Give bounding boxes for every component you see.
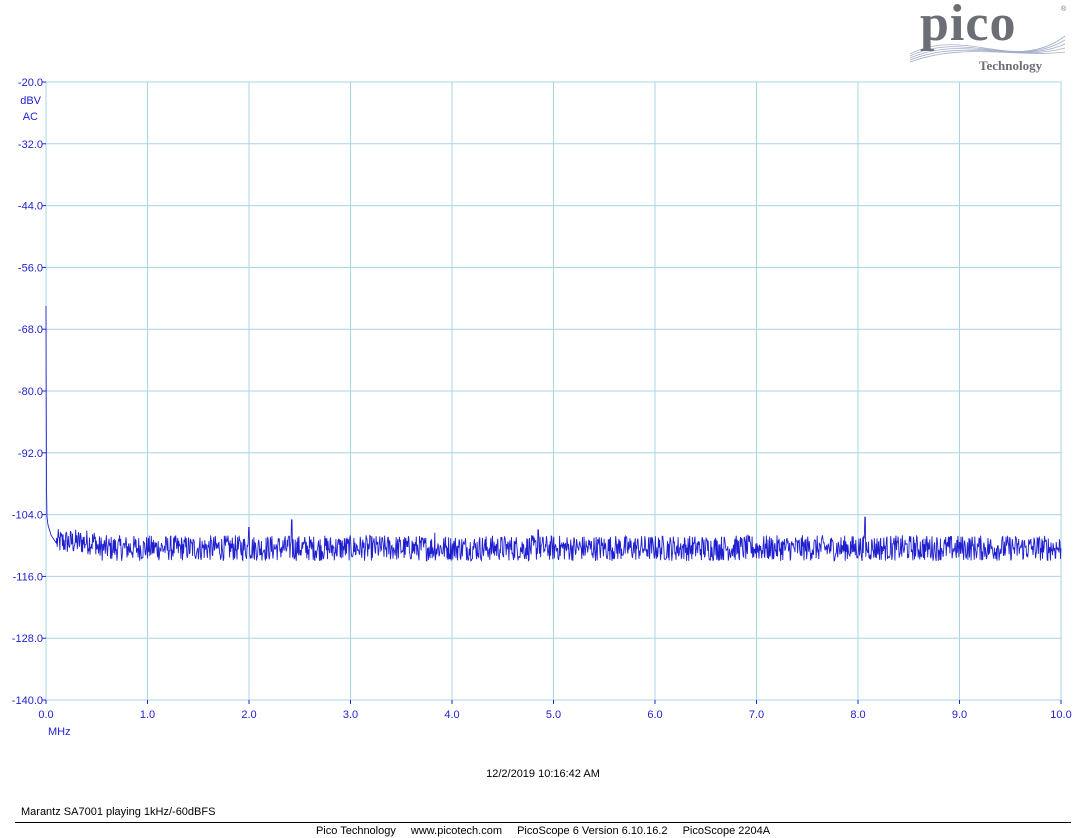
y-tick-label: -116.0 [13,571,43,583]
spectrum-plot: -20.0 -32.0 -44.0 -56.0 -68.0 -80.0 -92.0 -104.… [12,77,1072,738]
y-tick-label: -128.0 [12,633,43,645]
x-axis-label: MHz [48,726,71,738]
y-tick-label: -56.0 [18,262,43,274]
footer: Pico Technology www.picotech.com PicoSco… [0,825,1086,837]
x-tick-label: 10.0 [1050,709,1071,721]
y-tick-label: -32.0 [18,139,43,151]
y-tick-label: -44.0 [18,201,43,213]
footer-company: Pico Technology [315,825,396,837]
logo-wave-icon [909,35,1066,63]
x-tick-label: 7.0 [749,709,764,721]
x-tick-label: 3.0 [343,709,358,721]
y-tick-label: -20.0 [18,77,43,89]
x-tick-label: 1.0 [140,709,155,721]
y-tick-label: -68.0 [18,324,43,336]
y-axis-ticks: -20.0 -32.0 -44.0 -56.0 -68.0 -80.0 -92.0 -104.… [12,77,46,707]
footer-divider [15,822,1071,823]
x-tick-label: 5.0 [546,709,561,721]
capture-timestamp: 12/2/2019 10:16:42 AM [486,768,600,780]
capture-caption: Marantz SA7001 playing 1kHz/-60dBFS [21,806,216,818]
x-tick-label: 9.0 [952,709,967,721]
footer-software: PicoScope 6 Version 6.10.16.2 [517,825,668,837]
x-tick-label: 0.0 [38,709,53,721]
footer-website[interactable]: www.picotech.com [410,825,503,837]
x-tick-label: 6.0 [647,709,662,721]
pico-logo: pico ® Technology [905,0,1075,78]
x-tick-label: 8.0 [850,709,865,721]
y-tick-label: -80.0 [18,386,43,398]
grid [45,81,1062,701]
y-tick-label: -140.0 [12,695,43,707]
logo-registered: ® [1061,6,1067,13]
x-tick-label: 4.0 [444,709,459,721]
y-tick-label: -92.0 [18,448,43,460]
x-tick-label: 2.0 [241,709,256,721]
logo-name: pico [920,0,1017,52]
spectrum-trace [45,305,1062,562]
y-axis-coupling: AC [23,111,38,123]
footer-device: PicoScope 2204A [682,825,771,837]
y-tick-label: -104.0 [12,510,43,522]
trace-group [45,305,1062,562]
x-axis-ticks: 0.0 1.0 2.0 3.0 4.0 5.0 6.0 7.0 8.0 9.0 10.0 [38,700,1072,721]
y-axis-unit: dBV [20,95,41,107]
logo-subtitle: Technology [979,58,1043,73]
